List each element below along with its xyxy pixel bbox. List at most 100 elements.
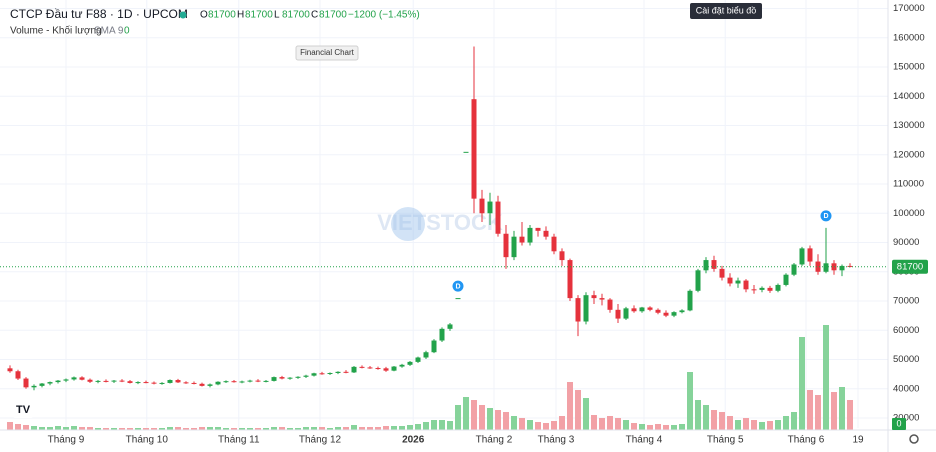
candle-body	[143, 382, 149, 384]
candle-body	[23, 378, 29, 388]
candle-body	[591, 295, 597, 299]
dividend-marker-label: D	[455, 283, 460, 290]
volume-bar	[79, 427, 85, 430]
candle-body	[175, 380, 181, 383]
volume-bar	[735, 420, 741, 430]
volume-bar	[615, 418, 621, 430]
volume-bar	[535, 422, 541, 430]
candle-body	[575, 298, 581, 322]
candle-body	[47, 382, 53, 384]
volume-bar	[807, 390, 813, 430]
chart-title: CTCP Đầu tư F88 · 1D · UPCOM	[10, 7, 188, 21]
candle-body	[135, 382, 141, 384]
ohlc-legend: O 81700 H 81700 L 81700 C 81700 −1200 (−1.45%)	[200, 10, 420, 21]
candle-body	[807, 248, 813, 262]
volume-bar	[111, 428, 117, 430]
volume-bar	[31, 426, 37, 430]
volume-bar	[319, 427, 325, 430]
candle-body	[439, 328, 445, 341]
candle-body	[615, 309, 621, 319]
tv-logo: TV	[12, 402, 34, 418]
y-tick-label: 30000	[893, 413, 919, 424]
volume-bar	[295, 428, 301, 430]
candle-body	[567, 260, 573, 299]
candle-body	[679, 310, 685, 313]
volume-bar	[775, 420, 781, 430]
x-tick-label: Tháng 10	[126, 435, 169, 446]
volume-bar	[7, 422, 13, 430]
candle-body	[55, 380, 61, 383]
candle-body	[215, 381, 221, 385]
volume-bar	[247, 428, 253, 430]
volume-bar	[679, 424, 685, 430]
volume-bar	[311, 427, 317, 430]
y-tick-label: 120000	[893, 149, 925, 160]
volume-bar	[591, 415, 597, 430]
candle-body	[239, 381, 245, 383]
candle-body	[775, 284, 781, 291]
candle-body	[559, 251, 565, 261]
candle-body	[327, 373, 333, 375]
candle-body	[783, 274, 789, 285]
volume-bar	[471, 400, 477, 430]
x-tick-label: Tháng 12	[299, 435, 342, 446]
candle-body	[519, 236, 525, 243]
candle-body	[343, 371, 349, 373]
volume-bar	[447, 421, 453, 430]
volume-bar	[671, 425, 677, 430]
button-label[interactable]: Financial Chart	[300, 48, 355, 57]
volume-bar	[127, 428, 133, 430]
candle-body	[95, 380, 101, 382]
candle-body	[351, 366, 357, 373]
tooltip-text: Cài đặt biểu đồ	[696, 5, 757, 15]
legend-change: −1200 (−1.45%)	[348, 10, 420, 21]
candle-body	[607, 299, 613, 310]
legend-value: 81700	[208, 10, 236, 21]
volume-bar	[759, 422, 765, 430]
candle-body	[407, 361, 413, 365]
volume-bar	[95, 428, 101, 430]
y-tick-label: 100000	[893, 208, 925, 219]
volume-bar	[751, 420, 757, 430]
candle-body	[655, 309, 661, 313]
last-price-box	[892, 259, 928, 274]
y-tick-label: 140000	[893, 91, 925, 102]
candles	[7, 46, 853, 391]
volume-bar	[63, 427, 69, 430]
settings-icon[interactable]	[909, 434, 919, 444]
volume-bar	[575, 390, 581, 430]
volume-bar	[135, 428, 141, 430]
candle-body	[287, 377, 293, 379]
last-price-label: 81700	[897, 261, 923, 272]
legend-value: 81700	[282, 10, 310, 21]
candle-body	[383, 368, 389, 371]
candle-body	[303, 375, 309, 377]
volume-bar	[175, 427, 181, 430]
volume-bar	[351, 425, 357, 430]
candle-body	[703, 260, 709, 271]
candle-body	[207, 384, 213, 386]
dividend-marker-label: D	[823, 213, 828, 220]
x-tick-label: Tháng 9	[48, 435, 85, 446]
financial-chart-button[interactable]	[295, 45, 359, 61]
volume-bar	[455, 405, 461, 430]
x-tick-label: Tháng 3	[538, 435, 575, 446]
volume-bar	[287, 428, 293, 430]
candle-body	[647, 307, 653, 310]
candle-body	[447, 324, 453, 329]
volume-bar	[231, 428, 237, 430]
candle-body	[167, 380, 173, 383]
volume-bar	[799, 337, 805, 430]
candle-body	[727, 277, 733, 284]
candle-body	[183, 382, 189, 384]
volume-bar	[239, 428, 245, 430]
candle-body	[623, 308, 629, 319]
volume-bar	[343, 427, 349, 430]
volume-bar	[271, 427, 277, 430]
volume-last-label: 0	[896, 418, 901, 428]
candle-body	[223, 381, 229, 383]
candle-body	[463, 151, 469, 153]
candle-body	[695, 270, 701, 291]
volume-bar	[823, 325, 829, 430]
dividend-marker	[452, 280, 464, 292]
